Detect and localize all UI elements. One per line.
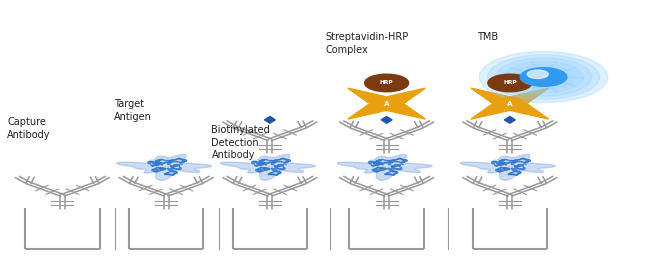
Text: Target
Antigen: Target Antigen: [114, 99, 152, 122]
Circle shape: [372, 98, 401, 109]
Circle shape: [527, 70, 548, 79]
Circle shape: [504, 61, 583, 93]
Polygon shape: [379, 88, 426, 107]
Circle shape: [479, 51, 608, 103]
Polygon shape: [348, 88, 394, 107]
Text: HRP: HRP: [503, 80, 517, 86]
Text: A: A: [384, 101, 389, 107]
Polygon shape: [460, 154, 555, 180]
Circle shape: [520, 68, 567, 86]
Circle shape: [365, 74, 409, 92]
Polygon shape: [220, 154, 315, 180]
Circle shape: [495, 98, 524, 109]
Polygon shape: [348, 101, 394, 119]
Polygon shape: [502, 101, 549, 119]
Polygon shape: [502, 88, 549, 107]
Polygon shape: [116, 154, 211, 180]
Text: Capture
Antibody: Capture Antibody: [7, 117, 51, 140]
Text: Streptavidin-HRP
Complex: Streptavidin-HRP Complex: [325, 32, 408, 55]
Text: TMB: TMB: [477, 32, 499, 42]
Circle shape: [488, 55, 599, 99]
Polygon shape: [381, 116, 392, 123]
Circle shape: [512, 64, 575, 90]
Text: A: A: [507, 101, 513, 107]
Polygon shape: [471, 101, 517, 119]
Polygon shape: [379, 101, 426, 119]
Polygon shape: [504, 116, 515, 123]
Polygon shape: [265, 116, 276, 123]
Polygon shape: [471, 88, 517, 107]
Circle shape: [488, 74, 532, 92]
Polygon shape: [337, 154, 432, 180]
Text: HRP: HRP: [380, 80, 393, 86]
Text: Biotinylated
Detection
Antibody: Biotinylated Detection Antibody: [211, 125, 270, 160]
Circle shape: [496, 58, 592, 96]
